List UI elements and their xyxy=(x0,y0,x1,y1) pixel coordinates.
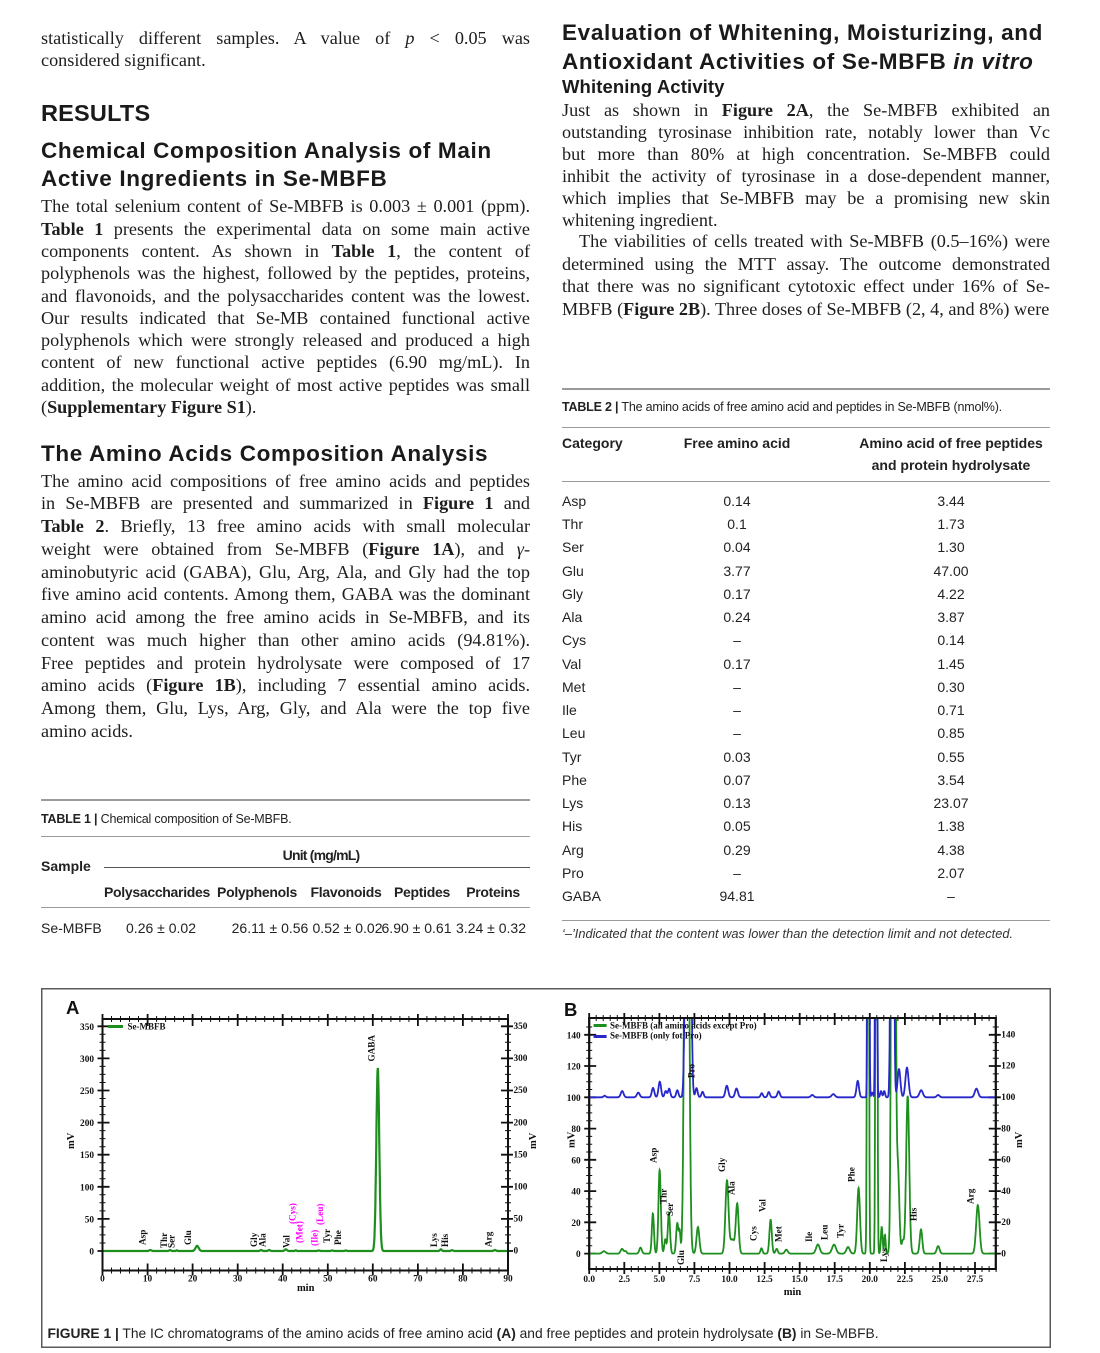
svg-text:(Cys): (Cys) xyxy=(287,1203,297,1224)
svg-text:0: 0 xyxy=(89,1248,94,1258)
svg-text:22.5: 22.5 xyxy=(897,1275,914,1285)
svg-text:Ala: Ala xyxy=(726,1181,736,1195)
svg-text:20.0: 20.0 xyxy=(862,1275,879,1285)
svg-text:350: 350 xyxy=(80,1023,94,1033)
svg-text:27.5: 27.5 xyxy=(967,1275,984,1285)
svg-text:0.0: 0.0 xyxy=(583,1275,595,1285)
svg-text:60: 60 xyxy=(1001,1156,1011,1166)
svg-text:0: 0 xyxy=(100,1275,105,1285)
svg-text:Asp: Asp xyxy=(649,1148,659,1163)
svg-text:mV: mV xyxy=(66,1132,77,1149)
svg-text:100: 100 xyxy=(1001,1093,1015,1103)
svg-text:20: 20 xyxy=(1001,1218,1011,1228)
svg-text:0: 0 xyxy=(514,1247,519,1257)
svg-text:2.5: 2.5 xyxy=(618,1275,630,1285)
svg-text:40: 40 xyxy=(278,1275,288,1285)
svg-text:15.0: 15.0 xyxy=(792,1275,809,1285)
svg-text:(Leu): (Leu) xyxy=(315,1204,325,1225)
svg-text:140: 140 xyxy=(567,1031,581,1041)
svg-text:10.0: 10.0 xyxy=(721,1275,738,1285)
svg-text:Glu: Glu xyxy=(676,1250,686,1265)
svg-text:A: A xyxy=(66,997,79,1018)
svg-text:min: min xyxy=(297,1283,315,1294)
svg-text:Phe: Phe xyxy=(333,1230,343,1245)
svg-text:60: 60 xyxy=(571,1156,581,1166)
svg-text:100: 100 xyxy=(514,1183,528,1193)
svg-text:20: 20 xyxy=(571,1219,581,1229)
svg-text:0: 0 xyxy=(1001,1249,1006,1259)
svg-text:Ile: Ile xyxy=(804,1232,814,1242)
svg-text:10: 10 xyxy=(143,1275,153,1285)
svg-text:17.5: 17.5 xyxy=(827,1275,844,1285)
svg-text:(Ile): (Ile) xyxy=(309,1230,319,1246)
svg-text:Asp: Asp xyxy=(138,1230,148,1245)
svg-text:7.5: 7.5 xyxy=(689,1275,701,1285)
svg-text:5.0: 5.0 xyxy=(654,1275,666,1285)
svg-text:Ala: Ala xyxy=(258,1233,268,1247)
svg-text:300: 300 xyxy=(514,1054,528,1064)
svg-text:0: 0 xyxy=(576,1250,581,1260)
svg-text:mV: mV xyxy=(1014,1131,1025,1148)
svg-text:40: 40 xyxy=(1001,1187,1011,1197)
svg-text:Se-MBFB: Se-MBFB xyxy=(128,1022,166,1032)
svg-text:12.5: 12.5 xyxy=(756,1275,773,1285)
svg-text:80: 80 xyxy=(458,1275,468,1285)
svg-text:100: 100 xyxy=(80,1183,94,1193)
svg-text:250: 250 xyxy=(80,1087,94,1097)
svg-text:Phe: Phe xyxy=(847,1167,857,1182)
svg-text:Se-MBFB (all amino acids excep: Se-MBFB (all amino acids except Pro) xyxy=(610,1021,757,1031)
svg-text:Arg: Arg xyxy=(966,1188,976,1204)
svg-text:Ser: Ser xyxy=(166,1235,176,1248)
svg-text:Se-MBFB (only fot Pro): Se-MBFB (only fot Pro) xyxy=(610,1030,702,1040)
svg-text:Gly: Gly xyxy=(717,1157,727,1172)
svg-text:150: 150 xyxy=(80,1151,94,1161)
svg-text:Tyr: Tyr xyxy=(835,1224,845,1238)
svg-text:B: B xyxy=(564,999,577,1020)
svg-text:25.0: 25.0 xyxy=(932,1275,949,1285)
svg-text:GABA: GABA xyxy=(366,1035,376,1062)
svg-text:mV: mV xyxy=(528,1132,539,1149)
svg-text:350: 350 xyxy=(514,1022,528,1032)
svg-text:His: His xyxy=(908,1207,918,1221)
svg-text:140: 140 xyxy=(1001,1030,1015,1040)
svg-text:Arg: Arg xyxy=(483,1231,493,1247)
svg-text:90: 90 xyxy=(503,1275,513,1285)
svg-text:Met: Met xyxy=(774,1225,784,1242)
svg-text:300: 300 xyxy=(80,1055,94,1065)
svg-text:Val: Val xyxy=(757,1199,767,1212)
svg-text:Val: Val xyxy=(281,1235,291,1248)
svg-text:min: min xyxy=(784,1287,802,1298)
svg-text:Thr: Thr xyxy=(159,1233,169,1248)
svg-text:250: 250 xyxy=(514,1086,528,1096)
svg-text:Glu: Glu xyxy=(183,1230,193,1245)
svg-text:120: 120 xyxy=(1001,1062,1015,1072)
svg-text:mV: mV xyxy=(567,1131,578,1148)
svg-text:Ser: Ser xyxy=(665,1203,675,1216)
svg-text:Cys: Cys xyxy=(748,1226,758,1241)
svg-text:100: 100 xyxy=(567,1094,581,1104)
svg-text:30: 30 xyxy=(233,1275,243,1285)
svg-text:Lys: Lys xyxy=(879,1248,889,1262)
svg-text:60: 60 xyxy=(368,1275,378,1285)
svg-text:50: 50 xyxy=(323,1275,333,1285)
svg-text:20: 20 xyxy=(188,1275,198,1285)
svg-text:80: 80 xyxy=(1001,1124,1011,1134)
svg-text:50: 50 xyxy=(85,1215,95,1225)
svg-text:120: 120 xyxy=(567,1063,581,1073)
svg-text:200: 200 xyxy=(514,1118,528,1128)
svg-text:Gly: Gly xyxy=(249,1232,259,1247)
svg-text:70: 70 xyxy=(413,1275,423,1285)
svg-text:Tyr: Tyr xyxy=(322,1229,332,1243)
svg-text:Leu: Leu xyxy=(819,1225,829,1240)
svg-text:(Met): (Met) xyxy=(294,1221,304,1243)
svg-text:Lys: Lys xyxy=(429,1233,439,1247)
svg-text:His: His xyxy=(440,1233,450,1247)
svg-text:Pro: Pro xyxy=(686,1063,696,1078)
svg-text:200: 200 xyxy=(80,1119,94,1129)
svg-text:Thr: Thr xyxy=(658,1189,668,1204)
svg-text:40: 40 xyxy=(571,1188,581,1198)
svg-text:50: 50 xyxy=(514,1215,524,1225)
svg-text:80: 80 xyxy=(571,1125,581,1135)
svg-text:150: 150 xyxy=(514,1150,528,1160)
